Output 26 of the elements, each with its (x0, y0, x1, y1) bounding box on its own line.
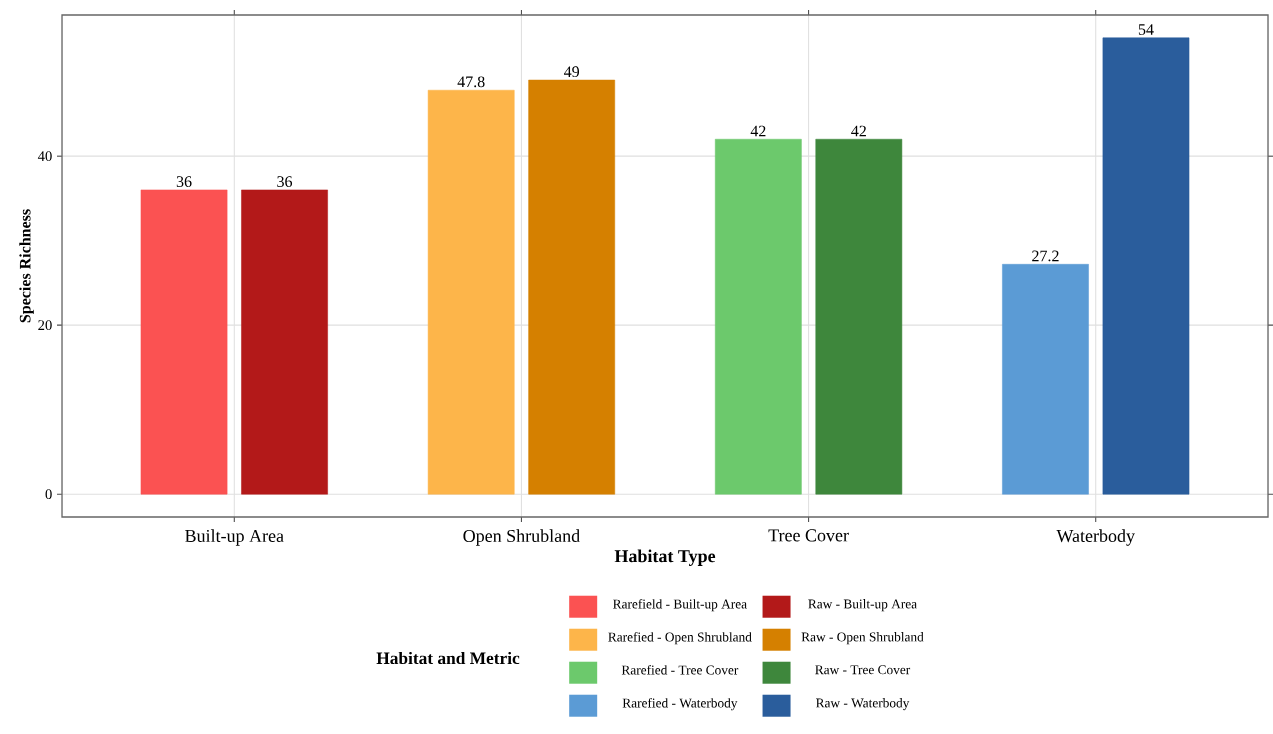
data-label: 42 (851, 125, 866, 137)
x-tick-label: Tree Cover (768, 529, 849, 542)
x-axis-title: Habitat Type (614, 549, 716, 566)
x-tick-label: Waterbody (1056, 529, 1135, 546)
legend-label: Rarefied - Open Shrubland (608, 632, 752, 645)
x-tick-label: Built-up Area (185, 529, 284, 546)
legend-label: Rarefied - Waterbody (622, 698, 738, 711)
legend-label: Raw - Built-up Area (808, 599, 917, 612)
y-tick-label: 40 (37, 151, 52, 162)
y-axis-title: Species Richness (19, 209, 34, 323)
data-label: 27.2 (1032, 250, 1059, 262)
legend-title: Habitat and Metric (376, 651, 520, 665)
data-label: 42 (750, 125, 766, 137)
data-label: 54 (1138, 24, 1154, 35)
legend-label: Raw - Tree Cover (815, 665, 911, 675)
data-label: 36 (176, 176, 192, 187)
y-tick-label: 0 (45, 489, 52, 500)
legend-label: Raw - Open Shrubland (801, 632, 924, 645)
x-tick-label: Open Shrubland (463, 529, 580, 546)
data-label: 47.8 (457, 76, 485, 88)
legend-label: Raw - Waterbody (816, 698, 910, 711)
data-label: 36 (277, 176, 293, 187)
legend-label: Rarefied - Tree Cover (621, 665, 739, 675)
legend-label: Rarefield - Built-up Area (613, 599, 747, 612)
y-tick-label: 20 (38, 320, 52, 331)
data-label: 49 (564, 66, 580, 78)
